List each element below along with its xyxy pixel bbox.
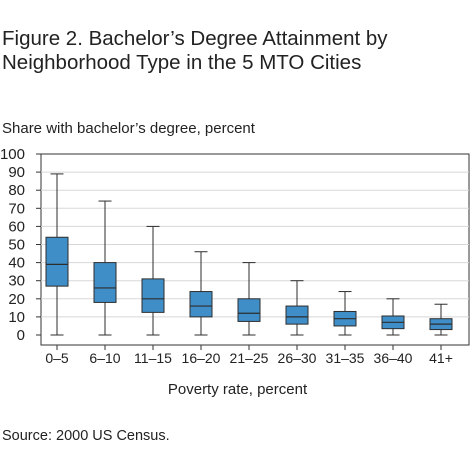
y-tick-label: 70 [8, 200, 25, 217]
x-tick-label: 11–15 [134, 350, 172, 366]
y-tick-label: 60 [8, 218, 25, 235]
x-tick-label: 6–10 [89, 350, 120, 366]
y-tick-label: 10 [8, 309, 25, 326]
y-tick-label: 40 [8, 255, 25, 272]
box-5 [237, 262, 261, 336]
y-tick-label: 20 [8, 291, 25, 308]
y-tick-label: 50 [8, 237, 25, 254]
y-axis-label: Share with bachelor’s degree, percent [2, 120, 255, 137]
box-4 [189, 251, 213, 336]
iqr-box [141, 278, 165, 313]
box-3 [141, 225, 165, 336]
iqr-box [189, 291, 213, 318]
y-tick-label: 0 [17, 327, 25, 344]
box-2 [93, 200, 117, 336]
chart-title: Figure 2. Bachelor’s Degree Attainment b… [2, 27, 388, 74]
source-note: Source: 2000 US Census. [2, 428, 170, 444]
x-tick-label: 16–20 [182, 350, 221, 366]
box-6 [285, 280, 309, 336]
iqr-box [45, 236, 69, 287]
box-series [45, 173, 453, 336]
y-tick-label: 30 [8, 273, 25, 290]
iqr-box [93, 262, 117, 303]
plot-frame [40, 153, 470, 346]
x-tick-label: 26–30 [278, 350, 317, 366]
box-7 [333, 291, 357, 336]
y-tick-label: 90 [8, 164, 25, 181]
iqr-box [237, 298, 261, 322]
x-tick-label: 41+ [429, 350, 453, 366]
iqr-box [285, 305, 309, 325]
y-tick-label: 100 [0, 146, 25, 163]
x-tick-label: 21–25 [230, 350, 269, 366]
y-tick-label: 80 [8, 182, 25, 199]
box-9 [429, 303, 453, 336]
x-tick-label: 31–35 [326, 350, 365, 366]
x-tick-label: 0–5 [45, 350, 69, 366]
x-axis-label: Poverty rate, percent [167, 381, 308, 398]
box-8 [381, 298, 405, 336]
x-axis-ticks: 0–5 6–10 11–15 16–20 21–25 26–30 31–35 36–40 41+ [45, 345, 453, 366]
x-tick-label: 36–40 [374, 350, 413, 366]
box-1 [45, 173, 69, 336]
